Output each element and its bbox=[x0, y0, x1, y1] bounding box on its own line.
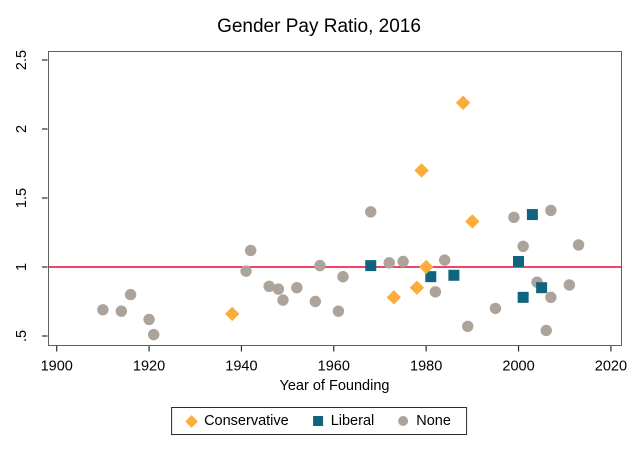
point-none bbox=[277, 294, 289, 306]
point-liberal bbox=[365, 260, 377, 272]
point-conservative bbox=[386, 290, 402, 305]
point-none bbox=[124, 288, 137, 301]
legend: Conservative Liberal None bbox=[171, 407, 467, 435]
point-none bbox=[147, 328, 160, 341]
x-tick-label: 2000 bbox=[502, 359, 534, 375]
x-tick-label: 1940 bbox=[225, 359, 257, 375]
point-none bbox=[383, 257, 395, 269]
point-liberal bbox=[526, 209, 538, 221]
point-none bbox=[540, 324, 552, 337]
x-tick-label: 1920 bbox=[133, 359, 165, 375]
point-none bbox=[291, 282, 303, 294]
point-none bbox=[563, 279, 576, 291]
point-none bbox=[545, 291, 557, 304]
point-none bbox=[143, 313, 155, 326]
legend-item-conservative: Conservative bbox=[185, 413, 289, 429]
point-none bbox=[508, 211, 520, 224]
y-tick-label: 2.5 bbox=[14, 50, 30, 70]
point-none bbox=[263, 280, 275, 293]
y-tick-label: .5 bbox=[14, 330, 30, 342]
point-liberal bbox=[448, 269, 460, 281]
point-none bbox=[272, 283, 285, 295]
point-conservative bbox=[409, 280, 425, 295]
point-none bbox=[337, 270, 349, 283]
point-liberal bbox=[536, 282, 548, 294]
x-tick-label: 1980 bbox=[410, 359, 442, 375]
liberal-square-icon bbox=[312, 416, 323, 426]
point-none bbox=[115, 305, 128, 317]
y-tick-label: 2 bbox=[14, 125, 30, 133]
y-tick-label: 1 bbox=[14, 263, 30, 271]
point-conservative bbox=[418, 259, 434, 275]
plot-frame bbox=[48, 51, 622, 346]
point-none bbox=[572, 239, 585, 251]
point-none bbox=[365, 206, 377, 218]
point-none bbox=[545, 204, 557, 217]
point-none bbox=[244, 244, 257, 257]
x-tick-label: 1900 bbox=[41, 359, 73, 375]
legend-item-liberal: Liberal bbox=[312, 413, 375, 429]
point-none bbox=[332, 305, 345, 317]
none-circle-icon bbox=[398, 416, 409, 426]
point-none bbox=[314, 259, 326, 272]
x-tick-label: 2020 bbox=[595, 359, 627, 375]
point-none bbox=[429, 286, 442, 298]
point-conservative bbox=[455, 95, 471, 110]
point-none bbox=[517, 240, 529, 252]
point-conservative bbox=[414, 163, 429, 178]
conservative-diamond-icon bbox=[185, 414, 198, 428]
point-none bbox=[309, 295, 322, 308]
point-conservative bbox=[465, 214, 480, 229]
point-none bbox=[240, 265, 252, 277]
legend-label-conservative: Conservative bbox=[204, 413, 289, 429]
legend-label-liberal: Liberal bbox=[330, 413, 375, 429]
y-tick-label: 1.5 bbox=[14, 188, 30, 208]
legend-label-none: None bbox=[416, 413, 451, 429]
point-none bbox=[489, 302, 502, 315]
point-liberal bbox=[425, 271, 437, 283]
point-none bbox=[397, 255, 409, 268]
legend-item-none: None bbox=[398, 413, 451, 429]
x-axis-label: Year of Founding bbox=[279, 378, 390, 394]
point-conservative bbox=[224, 306, 240, 322]
point-none bbox=[462, 320, 474, 333]
point-liberal bbox=[513, 255, 525, 267]
point-none bbox=[438, 254, 451, 266]
point-none bbox=[97, 304, 109, 316]
point-liberal bbox=[517, 291, 529, 303]
chart-title: Gender Pay Ratio, 2016 bbox=[217, 16, 421, 37]
x-tick-label: 1960 bbox=[318, 359, 350, 375]
